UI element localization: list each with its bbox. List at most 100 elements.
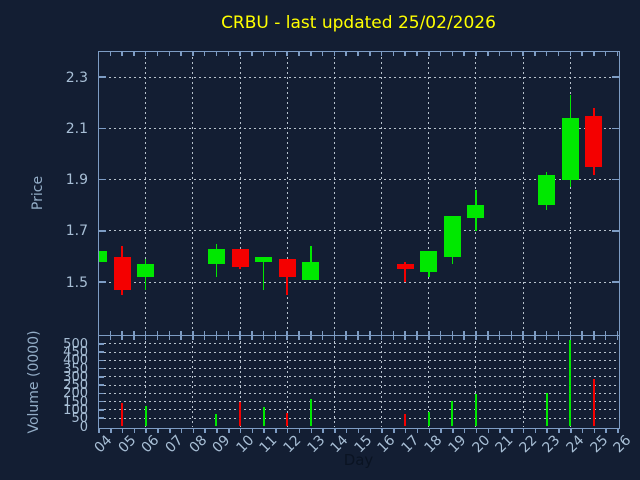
tick-mark (192, 335, 194, 340)
tick-mark (558, 428, 560, 433)
tick-mark (133, 335, 135, 340)
tick-mark (333, 51, 336, 56)
tick-mark (228, 428, 230, 433)
tick-mark (310, 335, 312, 340)
tick-mark (392, 335, 395, 340)
tick-mark (369, 335, 371, 340)
day-gridline (522, 51, 524, 334)
tick-mark (416, 428, 419, 433)
tick-mark (534, 51, 536, 56)
tick-mark (334, 428, 336, 433)
volume-gridline (98, 401, 618, 403)
tick-mark (439, 51, 442, 56)
tick-mark (616, 330, 619, 335)
day-gridline (333, 51, 335, 334)
tick-mark (144, 330, 147, 335)
tick-mark (227, 51, 229, 56)
volume-bar (262, 406, 265, 427)
candle-wick (286, 259, 288, 296)
tick-mark (428, 428, 431, 433)
tick-mark (98, 230, 106, 232)
tick-mark (451, 330, 454, 335)
day-gridline (381, 335, 383, 427)
tick-mark (510, 330, 513, 335)
tick-mark (98, 127, 106, 130)
tick-mark (593, 51, 595, 56)
tick-mark (534, 428, 537, 433)
day-gridline (192, 335, 194, 427)
tick-mark (545, 51, 548, 56)
tick-mark (498, 51, 501, 56)
tick-mark (180, 330, 182, 335)
tick-mark (463, 330, 465, 335)
volume-gridline (98, 343, 618, 345)
tick-mark (439, 330, 442, 335)
tick-mark (98, 400, 104, 403)
tick-mark (262, 51, 265, 56)
tick-mark (522, 51, 524, 56)
price-tick-label: 1.9 (65, 172, 88, 189)
tick-mark (487, 330, 489, 335)
volume-tick-label: 300 (63, 369, 88, 385)
tick-mark (169, 428, 171, 433)
tick-mark (145, 428, 147, 433)
tick-mark (451, 335, 454, 340)
tick-mark (463, 428, 466, 433)
tick-mark (357, 330, 359, 335)
price-tick-label: 1.7 (65, 223, 88, 240)
tick-mark (404, 51, 406, 56)
tick-mark (581, 428, 584, 433)
tick-mark (239, 330, 241, 335)
candle-body (443, 215, 461, 257)
tick-mark (121, 335, 123, 340)
tick-mark (98, 392, 104, 395)
volume-gridline (98, 417, 618, 419)
tick-mark (251, 51, 253, 56)
candle-body (561, 118, 579, 180)
tick-mark (109, 335, 112, 340)
candle-body (231, 248, 249, 267)
tick-mark (475, 335, 477, 340)
tick-mark (109, 330, 112, 335)
day-gridline (239, 335, 241, 427)
tick-mark (581, 335, 583, 340)
price-gridline (98, 179, 618, 181)
tick-mark (357, 335, 359, 340)
day-gridline (569, 51, 571, 334)
tick-mark (487, 335, 489, 340)
tick-mark (616, 335, 619, 340)
day-gridline (522, 335, 524, 427)
tick-mark (569, 51, 572, 56)
tick-mark (534, 335, 536, 340)
tick-mark (98, 351, 104, 353)
tick-mark (593, 428, 596, 433)
tick-mark (611, 281, 619, 283)
tick-mark (239, 51, 241, 56)
candle-body (585, 115, 603, 167)
tick-mark (545, 330, 548, 335)
tick-mark (310, 428, 313, 433)
volume-tick-label: 150 (63, 394, 88, 410)
tick-mark (611, 178, 619, 181)
tick-mark (428, 51, 430, 56)
tick-mark (499, 428, 501, 433)
tick-mark (263, 428, 265, 433)
tick-mark (262, 335, 265, 340)
tick-mark (286, 335, 288, 340)
day-gridline (145, 51, 147, 334)
day-gridline (286, 51, 288, 334)
candle-body (538, 174, 556, 206)
tick-mark (487, 51, 489, 56)
tick-mark (581, 330, 583, 335)
tick-mark (510, 51, 513, 56)
volume-tick-label: 50 (71, 411, 88, 427)
tick-mark (616, 51, 619, 56)
volume-tick-label: 400 (63, 353, 88, 369)
tick-mark (498, 335, 501, 340)
volume-tick-label: 350 (63, 361, 88, 377)
volume-gridline (98, 368, 618, 370)
tick-mark (144, 51, 147, 56)
candle-body (302, 261, 320, 280)
volume-gridline (98, 384, 618, 386)
tick-mark (345, 51, 347, 56)
